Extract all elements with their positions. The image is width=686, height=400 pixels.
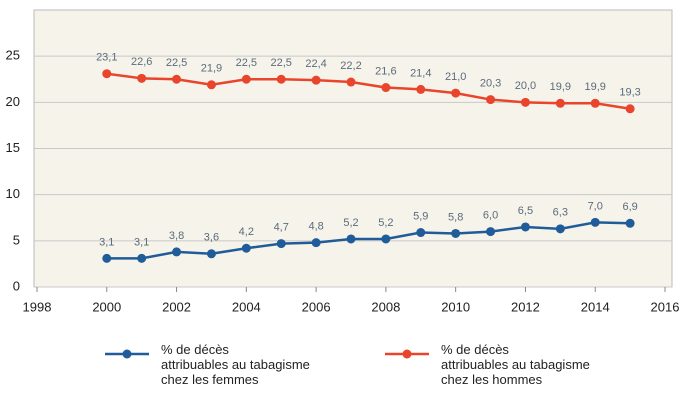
x-tick-label: 2012 — [511, 299, 540, 314]
y-tick-label: 20 — [6, 94, 20, 109]
value-label: 6,5 — [518, 205, 533, 217]
data-point — [172, 247, 182, 257]
y-tick-label: 5 — [13, 232, 20, 247]
data-point — [520, 97, 530, 107]
x-tick-label: 2014 — [581, 299, 610, 314]
series-line — [106, 221, 631, 260]
data-point — [276, 74, 286, 84]
value-label: 3,8 — [169, 230, 184, 242]
data-point — [520, 222, 530, 232]
chart: 0 5 10 15 20 25 1998 2000 2002 2004 2006 2008 2010 20… — [6, 9, 680, 314]
value-label: 4,7 — [274, 222, 289, 234]
data-point — [451, 88, 461, 98]
data-point — [625, 104, 635, 114]
legend-dot — [402, 349, 412, 359]
data-point — [346, 234, 356, 244]
x-tick-label: 2000 — [92, 299, 121, 314]
series-line — [106, 72, 631, 111]
x-tick-label: 2002 — [162, 299, 191, 314]
value-label: 21,6 — [375, 65, 396, 77]
value-label: 23,1 — [96, 52, 117, 64]
data-point — [137, 253, 147, 263]
data-point — [590, 217, 600, 227]
value-label: 22,5 — [271, 57, 292, 69]
data-point — [381, 83, 391, 93]
value-label: 5,2 — [343, 217, 358, 229]
data-point — [206, 249, 216, 259]
value-label: 3,1 — [99, 236, 114, 248]
value-label: 3,6 — [204, 232, 219, 244]
data-point — [172, 74, 182, 84]
legend-label: % de décès attribuables au tabagisme che… — [441, 342, 590, 387]
legend-swatch — [105, 342, 149, 368]
data-point — [451, 228, 461, 238]
value-label: 19,9 — [550, 81, 571, 93]
value-label: 4,8 — [308, 221, 323, 233]
legend-item: % de décès attribuables au tabagisme che… — [385, 342, 590, 387]
data-point — [241, 74, 251, 84]
data-point — [311, 75, 321, 85]
value-label: 21,4 — [410, 67, 431, 79]
data-point — [206, 80, 216, 90]
value-label: 7,0 — [588, 200, 603, 212]
data-point — [486, 227, 496, 237]
data-point — [416, 228, 426, 238]
value-label: 22,5 — [166, 57, 187, 69]
data-point — [102, 69, 112, 79]
data-point — [555, 224, 565, 234]
value-label: 20,3 — [480, 77, 501, 89]
value-label: 6,0 — [483, 210, 498, 222]
data-point — [590, 98, 600, 108]
data-point — [555, 98, 565, 108]
value-label: 22,5 — [236, 57, 257, 69]
legend-label: % de décès attribuables au tabagisme che… — [161, 342, 310, 387]
value-label: 19,3 — [619, 87, 640, 99]
value-label: 5,9 — [413, 210, 428, 222]
value-label: 22,6 — [131, 56, 152, 68]
value-label: 20,0 — [515, 80, 536, 92]
data-point — [416, 84, 426, 94]
data-point — [311, 238, 321, 248]
data-point — [625, 218, 635, 228]
y-tick-label: 15 — [6, 140, 20, 155]
data-point — [346, 77, 356, 87]
value-label: 4,2 — [239, 226, 254, 238]
x-tick-label: 2016 — [651, 299, 680, 314]
x-tick-label: 2004 — [232, 299, 261, 314]
x-tick-label: 1998 — [23, 299, 52, 314]
data-point — [102, 253, 112, 263]
legend-icon — [105, 349, 149, 359]
value-label: 5,2 — [378, 217, 393, 229]
data-point — [381, 234, 391, 244]
value-label: 6,9 — [622, 201, 637, 213]
y-tick-label: 10 — [6, 186, 20, 201]
value-label: 5,8 — [448, 211, 463, 223]
value-label: 22,4 — [305, 58, 326, 70]
legend-swatch — [385, 342, 429, 368]
legend-dot — [122, 349, 132, 359]
x-tick-label: 2010 — [441, 299, 470, 314]
y-tick-label: 25 — [6, 48, 20, 63]
data-point — [241, 243, 251, 253]
x-tick-label: 2006 — [302, 299, 331, 314]
value-label: 21,9 — [201, 63, 222, 75]
legend-icon — [385, 349, 429, 359]
value-label: 3,1 — [134, 236, 149, 248]
legend-item: % de décès attribuables au tabagisme che… — [105, 342, 310, 387]
value-label: 19,9 — [585, 81, 606, 93]
data-point — [137, 73, 147, 83]
value-label: 21,0 — [445, 71, 466, 83]
y-tick-label: 0 — [13, 278, 20, 293]
data-point — [486, 95, 496, 105]
value-label: 6,3 — [553, 207, 568, 219]
data-point — [276, 239, 286, 249]
x-tick-label: 2008 — [371, 299, 400, 314]
value-label: 22,2 — [340, 60, 361, 72]
